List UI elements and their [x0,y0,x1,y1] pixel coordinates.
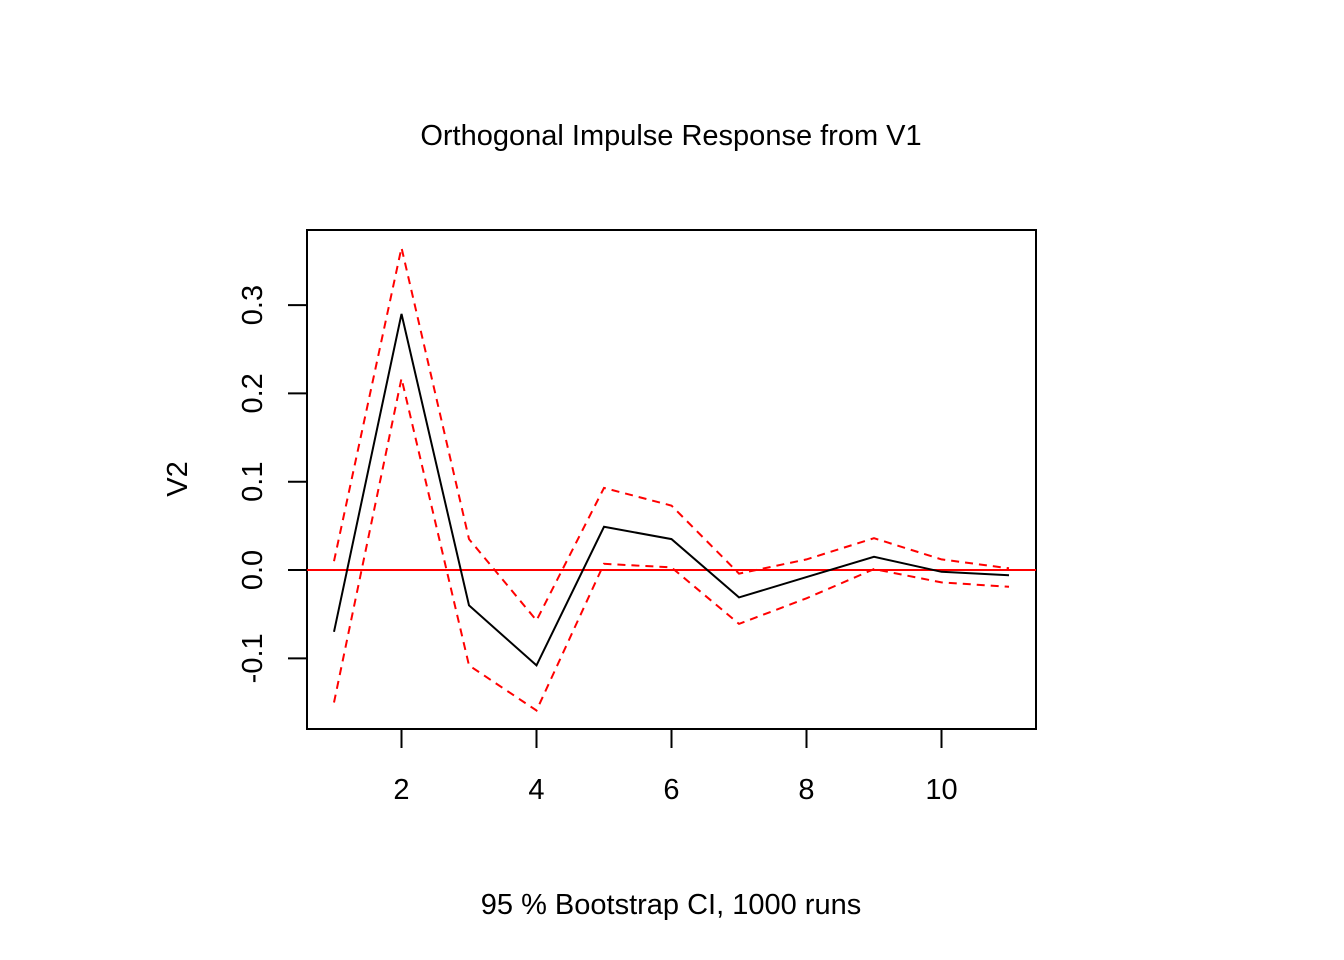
y-tick-label: -0.1 [237,633,269,683]
x-tick-label: 4 [528,774,544,806]
lower-line [333,378,1010,712]
y-tick-label: 0.1 [237,462,269,502]
plot-frame [306,229,1037,730]
response-line [333,313,1010,668]
x-tick-label: 8 [798,774,814,806]
axes: 2 4 6 8 10 -0.1 0.0 0.1 0.2 0.3 [237,285,958,806]
x-axis-label: 95 % Bootstrap CI, 1000 runs [481,889,861,921]
upper-line [333,247,1010,623]
y-axis-label: V2 [162,461,194,496]
x-tick-label: 2 [393,774,409,806]
y-tick-label: 0.2 [237,373,269,413]
y-tick-label: 0.3 [237,285,269,325]
series-layer [307,247,1036,712]
chart-title: Orthogonal Impulse Response from V1 [420,120,921,152]
x-tick-label: 10 [925,774,957,806]
x-tick-label: 6 [663,774,679,806]
y-tick-label: 0.0 [237,550,269,590]
